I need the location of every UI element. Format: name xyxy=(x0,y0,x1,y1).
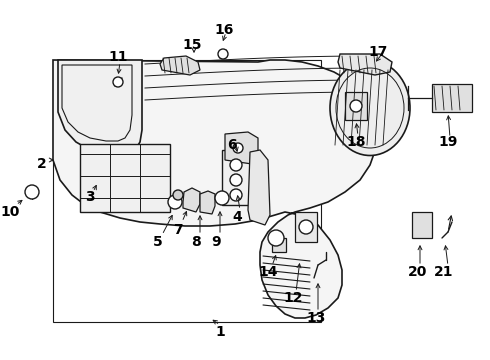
Text: 5: 5 xyxy=(153,235,163,249)
Circle shape xyxy=(215,191,229,205)
Polygon shape xyxy=(338,54,392,75)
Bar xyxy=(412,212,432,238)
Text: 2: 2 xyxy=(37,157,47,171)
Circle shape xyxy=(230,189,242,201)
Text: 3: 3 xyxy=(85,190,95,204)
Bar xyxy=(295,212,317,242)
Circle shape xyxy=(230,159,242,171)
Text: 12: 12 xyxy=(283,291,303,305)
Polygon shape xyxy=(58,60,142,155)
Ellipse shape xyxy=(330,60,410,156)
Polygon shape xyxy=(160,56,200,75)
Polygon shape xyxy=(225,132,258,164)
Circle shape xyxy=(173,190,183,200)
Polygon shape xyxy=(200,191,215,214)
Text: 16: 16 xyxy=(214,23,234,37)
Circle shape xyxy=(25,185,39,199)
Text: 13: 13 xyxy=(306,311,326,325)
Text: 7: 7 xyxy=(173,223,183,237)
Text: 8: 8 xyxy=(191,235,201,249)
Text: 21: 21 xyxy=(434,265,454,279)
Text: 17: 17 xyxy=(368,45,388,59)
Text: 9: 9 xyxy=(211,235,221,249)
Circle shape xyxy=(299,220,313,234)
Circle shape xyxy=(113,77,123,87)
Bar xyxy=(80,144,170,212)
Text: 18: 18 xyxy=(346,135,366,149)
Text: 4: 4 xyxy=(232,210,242,224)
Bar xyxy=(272,238,286,252)
Text: 19: 19 xyxy=(439,135,458,149)
Polygon shape xyxy=(248,150,270,225)
Text: 6: 6 xyxy=(227,138,237,152)
Circle shape xyxy=(268,230,284,246)
Text: 20: 20 xyxy=(408,265,428,279)
Text: 15: 15 xyxy=(182,38,202,52)
Circle shape xyxy=(230,174,242,186)
Circle shape xyxy=(218,49,228,59)
Polygon shape xyxy=(53,60,378,318)
Text: 1: 1 xyxy=(215,325,225,339)
Circle shape xyxy=(168,195,182,209)
Text: 14: 14 xyxy=(258,265,278,279)
Bar xyxy=(345,92,367,120)
Circle shape xyxy=(350,100,362,112)
Bar xyxy=(53,60,321,322)
Text: 11: 11 xyxy=(108,50,128,64)
Bar xyxy=(432,84,472,112)
Bar xyxy=(222,150,250,205)
Circle shape xyxy=(233,143,243,153)
Text: 10: 10 xyxy=(0,205,20,219)
Polygon shape xyxy=(183,188,200,212)
